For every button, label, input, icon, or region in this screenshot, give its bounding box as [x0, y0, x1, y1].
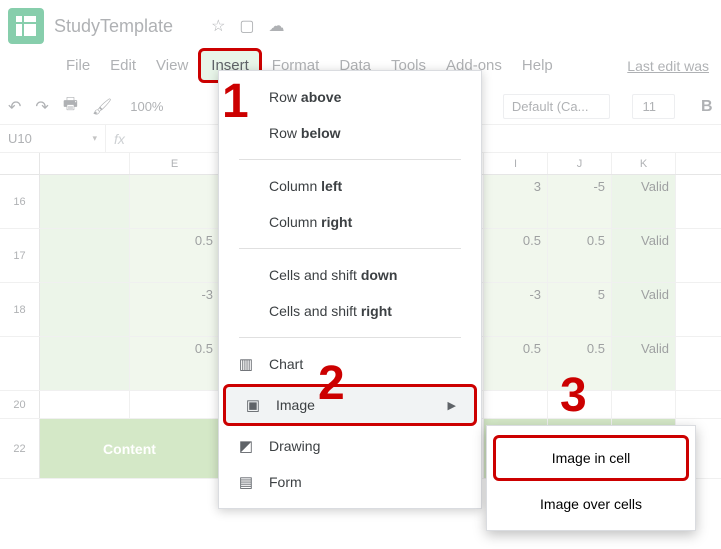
menu-col-left[interactable]: Column left — [219, 168, 481, 204]
cell[interactable]: 0.5 — [548, 229, 612, 282]
star-icon[interactable]: ☆ — [211, 16, 225, 36]
menu-row-below[interactable]: Row below — [219, 115, 481, 151]
menu-file[interactable]: File — [56, 51, 100, 80]
menu-image[interactable]: ▣Image▶ — [223, 384, 477, 426]
menu-chart[interactable]: ▥Chart — [219, 346, 481, 382]
sheets-logo[interactable] — [8, 8, 44, 44]
callout-3: 3 — [560, 368, 587, 423]
paint-format-icon[interactable]: 🖌 — [92, 97, 112, 117]
submenu-arrow-icon: ▶ — [448, 399, 456, 412]
chart-icon: ▥ — [237, 355, 255, 373]
name-box[interactable]: U10 — [0, 125, 106, 152]
col-I[interactable]: I — [484, 153, 548, 174]
undo-icon[interactable]: ↶ — [8, 97, 21, 117]
last-edit-link[interactable]: Last edit was — [627, 58, 713, 74]
menu-view[interactable]: View — [146, 51, 198, 80]
cell[interactable]: 0.5 — [484, 337, 548, 390]
row-17[interactable]: 17 — [0, 229, 40, 282]
cell[interactable]: 3 — [484, 175, 548, 228]
menu-help[interactable]: Help — [512, 51, 563, 80]
row-22[interactable]: 22 — [0, 419, 40, 478]
cell[interactable]: Valid — [612, 229, 676, 282]
bold-button[interactable]: B — [701, 98, 713, 116]
print-icon[interactable]: 🖶 — [63, 93, 78, 120]
doc-title[interactable]: StudyTemplate — [54, 16, 173, 37]
cell[interactable]: Valid — [612, 283, 676, 336]
col-E[interactable]: E — [130, 153, 220, 174]
redo-icon[interactable]: ↷ — [35, 97, 48, 117]
submenu-image-in-cell[interactable]: Image in cell — [493, 435, 689, 481]
cell[interactable]: 0.5 — [130, 337, 220, 390]
cell[interactable]: 0.5 — [130, 229, 220, 282]
menu-drawing[interactable]: ◩Drawing — [219, 428, 481, 464]
cell[interactable]: 5 — [548, 283, 612, 336]
submenu-image-over-cells[interactable]: Image over cells — [487, 484, 695, 524]
cell[interactable]: Valid — [612, 337, 676, 390]
callout-1: 1 — [222, 74, 249, 129]
menu-cells-right[interactable]: Cells and shift right — [219, 293, 481, 329]
fx-label: fx — [106, 131, 133, 147]
callout-2: 2 — [318, 356, 345, 411]
label-content: Content — [40, 419, 220, 478]
cell[interactable]: -5 — [548, 175, 612, 228]
cell[interactable]: -3 — [130, 283, 220, 336]
drawing-icon: ◩ — [237, 437, 255, 455]
zoom-select[interactable]: 100% — [130, 99, 163, 114]
row-20[interactable]: 20 — [0, 391, 40, 418]
menu-row-above[interactable]: Row above — [219, 79, 481, 115]
col-header[interactable] — [40, 153, 130, 174]
menu-edit[interactable]: Edit — [100, 51, 146, 80]
image-submenu: Image in cell Image over cells — [486, 425, 696, 531]
menu-cells-down[interactable]: Cells and shift down — [219, 257, 481, 293]
fontsize-select[interactable]: 11 — [632, 94, 676, 119]
image-icon: ▣ — [244, 396, 262, 414]
menu-form[interactable]: ▤Form — [219, 464, 481, 500]
font-select[interactable]: Default (Ca... — [503, 94, 610, 119]
cell[interactable]: Valid — [612, 175, 676, 228]
row-16[interactable]: 16 — [0, 175, 40, 228]
cell[interactable]: -3 — [484, 283, 548, 336]
cloud-icon[interactable]: ☁ — [269, 16, 285, 36]
insert-menu-dropdown: Row above Row below Column left Column r… — [218, 70, 482, 509]
row-18[interactable]: 18 — [0, 283, 40, 336]
form-icon: ▤ — [237, 473, 255, 491]
menu-col-right[interactable]: Column right — [219, 204, 481, 240]
cell[interactable]: 0.5 — [484, 229, 548, 282]
col-K[interactable]: K — [612, 153, 676, 174]
col-J[interactable]: J — [548, 153, 612, 174]
move-icon[interactable]: ▢ — [239, 16, 254, 36]
